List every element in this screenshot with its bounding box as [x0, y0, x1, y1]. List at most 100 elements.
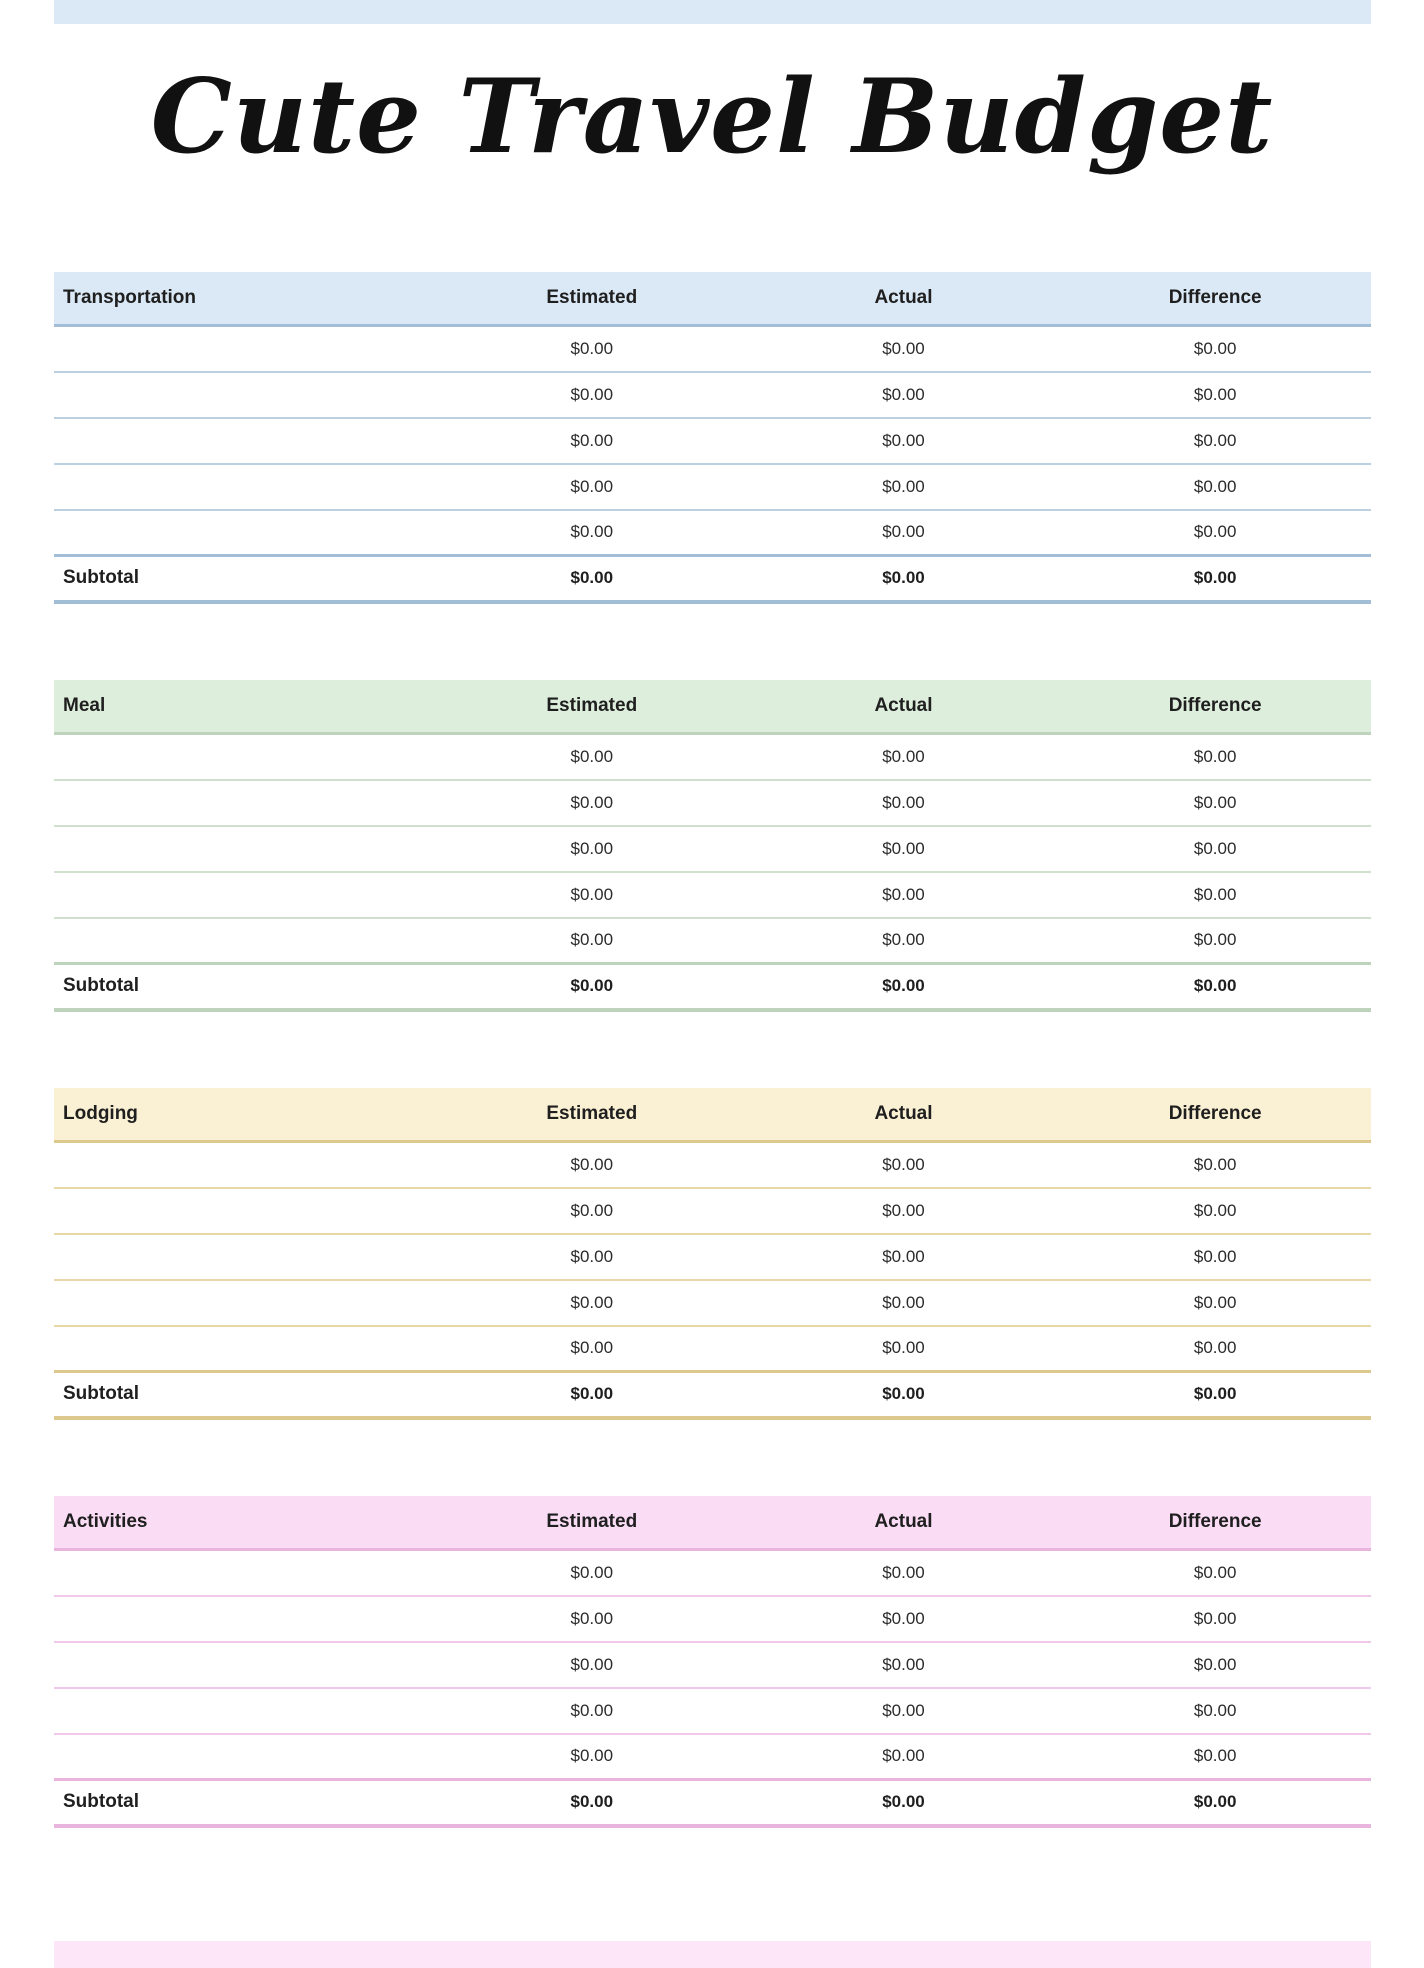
estimated-value: $0.00: [570, 1338, 614, 1358]
table-row: $0.00 $0.00 $0.00: [54, 919, 1371, 965]
table-row: $0.00 $0.00 $0.00: [54, 873, 1371, 919]
actual-value: $0.00: [882, 1562, 925, 1582]
column-header-actual: Actual: [874, 1510, 933, 1532]
table-row: $0.00 $0.00 $0.00: [54, 1597, 1371, 1643]
table-row: $0.00 $0.00 $0.00: [54, 1143, 1371, 1189]
section-header-row: Meal Estimated Actual Difference: [54, 680, 1371, 735]
table-row: $0.00 $0.00 $0.00: [54, 735, 1371, 781]
section-activities: Activities Estimated Actual Difference $0.00…: [54, 1496, 1371, 1828]
estimated-value: $0.00: [570, 884, 614, 904]
subtotal-actual: $0.00: [882, 976, 925, 996]
actual-value: $0.00: [882, 430, 925, 450]
column-header-difference: Difference: [1168, 286, 1262, 308]
estimated-value: $0.00: [570, 338, 614, 358]
actual-value: $0.00: [882, 338, 925, 358]
actual-value: $0.00: [882, 930, 925, 950]
subtotal-estimated: $0.00: [570, 568, 614, 588]
difference-value: $0.00: [1193, 1654, 1237, 1674]
table-row: $0.00 $0.00 $0.00: [54, 1327, 1371, 1373]
actual-value: $0.00: [882, 522, 925, 542]
column-header-actual: Actual: [874, 1102, 933, 1124]
difference-value: $0.00: [1193, 792, 1237, 812]
subtotal-actual: $0.00: [882, 568, 925, 588]
actual-value: $0.00: [882, 792, 925, 812]
difference-value: $0.00: [1193, 384, 1237, 404]
column-header-estimated: Estimated: [546, 694, 638, 716]
column-header-difference: Difference: [1168, 694, 1262, 716]
difference-value: $0.00: [1193, 1154, 1237, 1174]
difference-value: $0.00: [1193, 884, 1237, 904]
subtotal-difference: $0.00: [1193, 1792, 1237, 1812]
actual-value: $0.00: [882, 384, 925, 404]
actual-value: $0.00: [882, 838, 925, 858]
actual-value: $0.00: [882, 1338, 925, 1358]
subtotal-row: Subtotal $0.00 $0.00 $0.00: [54, 1781, 1371, 1828]
table-row: $0.00 $0.00 $0.00: [54, 465, 1371, 511]
actual-value: $0.00: [882, 746, 925, 766]
subtotal-label: Subtotal: [63, 975, 139, 997]
column-header-estimated: Estimated: [546, 1510, 638, 1532]
section-title: Transportation: [63, 286, 197, 308]
actual-value: $0.00: [882, 1154, 925, 1174]
section-meal: Meal Estimated Actual Difference $0.00 $0.00 $…: [54, 680, 1371, 1012]
table-row: $0.00 $0.00 $0.00: [54, 373, 1371, 419]
subtotal-row: Subtotal $0.00 $0.00 $0.00: [54, 1373, 1371, 1420]
column-header-actual: Actual: [874, 286, 933, 308]
subtotal-actual: $0.00: [882, 1384, 925, 1404]
subtotal-difference: $0.00: [1193, 568, 1237, 588]
actual-value: $0.00: [882, 1654, 925, 1674]
sections-container: Transportation Estimated Actual Difference $…: [54, 272, 1371, 1904]
subtotal-actual: $0.00: [882, 1792, 925, 1812]
actual-value: $0.00: [882, 1700, 925, 1720]
actual-value: $0.00: [882, 1246, 925, 1266]
section-title: Lodging: [63, 1102, 138, 1124]
estimated-value: $0.00: [570, 522, 614, 542]
table-row: $0.00 $0.00 $0.00: [54, 1551, 1371, 1597]
estimated-value: $0.00: [570, 430, 614, 450]
table-row: $0.00 $0.00 $0.00: [54, 1281, 1371, 1327]
column-header-estimated: Estimated: [546, 286, 638, 308]
difference-value: $0.00: [1193, 1338, 1237, 1358]
column-header-estimated: Estimated: [546, 1102, 638, 1124]
difference-value: $0.00: [1193, 338, 1237, 358]
section-title: Activities: [63, 1510, 148, 1532]
section-header-row: Activities Estimated Actual Difference: [54, 1496, 1371, 1551]
difference-value: $0.00: [1193, 476, 1237, 496]
difference-value: $0.00: [1193, 522, 1237, 542]
estimated-value: $0.00: [570, 1292, 614, 1312]
top-accent-bar: [54, 0, 1371, 24]
subtotal-row: Subtotal $0.00 $0.00 $0.00: [54, 557, 1371, 604]
difference-value: $0.00: [1193, 1608, 1237, 1628]
table-row: $0.00 $0.00 $0.00: [54, 1235, 1371, 1281]
estimated-value: $0.00: [570, 1246, 614, 1266]
estimated-value: $0.00: [570, 1700, 614, 1720]
bottom-accent-bar: [54, 1941, 1371, 1968]
actual-value: $0.00: [882, 884, 925, 904]
difference-value: $0.00: [1193, 746, 1237, 766]
estimated-value: $0.00: [570, 838, 614, 858]
actual-value: $0.00: [882, 1608, 925, 1628]
table-row: $0.00 $0.00 $0.00: [54, 1189, 1371, 1235]
column-header-difference: Difference: [1168, 1102, 1262, 1124]
table-row: $0.00 $0.00 $0.00: [54, 1643, 1371, 1689]
actual-value: $0.00: [882, 1292, 925, 1312]
subtotal-label: Subtotal: [63, 1791, 139, 1813]
actual-value: $0.00: [882, 1200, 925, 1220]
difference-value: $0.00: [1193, 1746, 1237, 1766]
section-title: Meal: [63, 694, 106, 716]
actual-value: $0.00: [882, 476, 925, 496]
column-header-actual: Actual: [874, 694, 933, 716]
estimated-value: $0.00: [570, 476, 614, 496]
table-row: $0.00 $0.00 $0.00: [54, 1689, 1371, 1735]
subtotal-estimated: $0.00: [570, 976, 614, 996]
estimated-value: $0.00: [570, 1746, 614, 1766]
table-row: $0.00 $0.00 $0.00: [54, 419, 1371, 465]
section-transportation: Transportation Estimated Actual Difference $…: [54, 272, 1371, 604]
estimated-value: $0.00: [570, 384, 614, 404]
subtotal-row: Subtotal $0.00 $0.00 $0.00: [54, 965, 1371, 1012]
subtotal-estimated: $0.00: [570, 1384, 614, 1404]
table-row: $0.00 $0.00 $0.00: [54, 327, 1371, 373]
subtotal-difference: $0.00: [1193, 1384, 1237, 1404]
estimated-value: $0.00: [570, 1562, 614, 1582]
estimated-value: $0.00: [570, 1154, 614, 1174]
